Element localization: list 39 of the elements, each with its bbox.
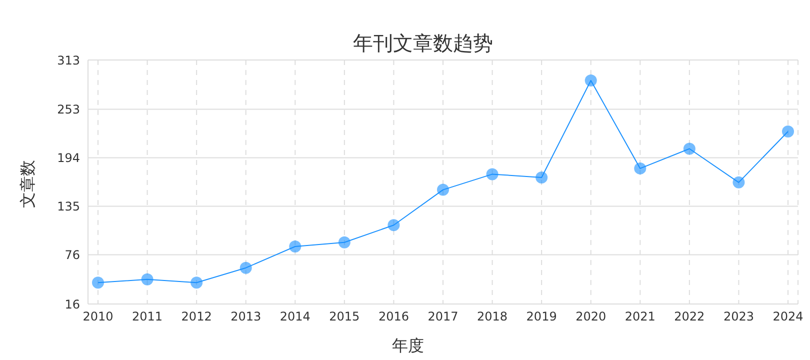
x-tick-label: 2010: [82, 310, 114, 324]
point: [486, 168, 498, 180]
x-tick-label: 2017: [428, 310, 458, 324]
point: [92, 276, 104, 289]
y-axis-title: 文章数: [17, 160, 38, 208]
y-tick-label: 76: [64, 248, 80, 262]
chart-title: 年刊文章数趋势: [353, 31, 493, 55]
y-tick-label: 253: [57, 102, 80, 117]
y-tick-label: 135: [57, 199, 80, 214]
y-tick-label: 194: [57, 151, 80, 166]
point: [634, 162, 646, 174]
point: [141, 273, 154, 286]
x-tick-label: 2013: [230, 310, 262, 324]
x-tick-label: 2021: [624, 310, 656, 324]
x-tick-label: 2022: [674, 310, 705, 324]
x-tick-label: 2015: [329, 310, 360, 324]
x-tick-label: 2011: [132, 310, 163, 324]
x-tick-label: 2020: [576, 310, 606, 324]
point: [190, 276, 203, 289]
y-tick-label: 16: [64, 297, 80, 312]
x-tick-label: 2019: [526, 310, 557, 324]
x-tick-label: 2024: [772, 310, 804, 324]
x-tick-label: 2014: [280, 310, 310, 324]
point: [338, 236, 350, 248]
point: [782, 125, 794, 138]
point: [732, 176, 745, 188]
x-tick-label: 2018: [477, 310, 508, 324]
x-axis-title: 年度: [391, 336, 425, 357]
x-tick-label: 2023: [723, 310, 754, 324]
y-tick-label: 313: [57, 53, 80, 68]
point: [683, 142, 696, 155]
point: [437, 184, 449, 196]
point: [584, 74, 597, 87]
point: [289, 240, 302, 252]
x-tick-label: 2016: [378, 310, 409, 324]
point: [536, 171, 548, 184]
point: [240, 262, 252, 274]
point: [388, 219, 400, 232]
x-tick-label: 2012: [181, 310, 212, 324]
